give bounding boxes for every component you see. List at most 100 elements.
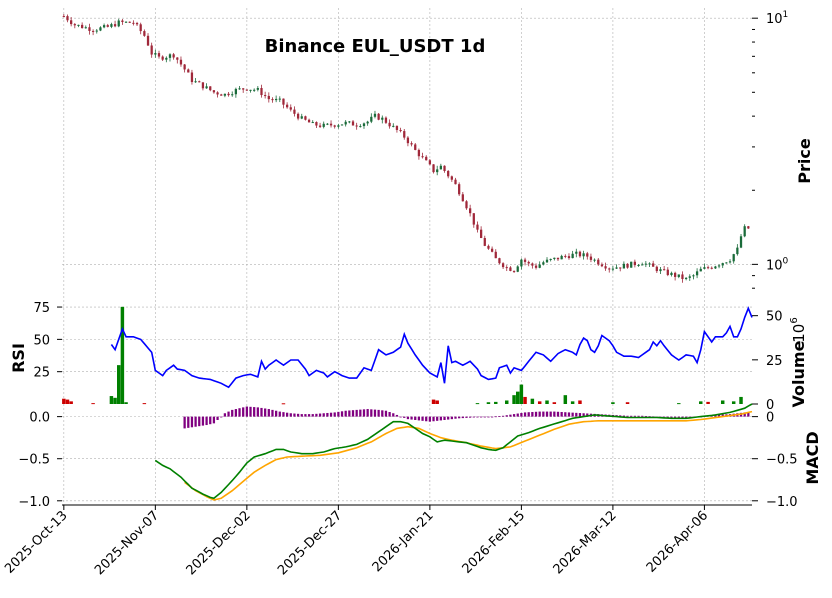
- candle-body: [198, 81, 201, 83]
- macd-histogram-bar: [351, 410, 355, 417]
- candle-body: [66, 16, 69, 21]
- candle-body: [146, 35, 150, 46]
- candle-body: [619, 267, 622, 269]
- candle-body: [501, 263, 505, 268]
- macd-histogram-bar: [538, 411, 541, 417]
- candle-body: [311, 122, 314, 124]
- macd-histogram-bar: [663, 416, 666, 418]
- candle-body: [706, 267, 710, 269]
- candle-body: [604, 266, 607, 269]
- macd-histogram-bar: [238, 408, 241, 417]
- candle-body: [201, 82, 205, 89]
- candle-body: [494, 251, 497, 259]
- candle-body: [337, 125, 340, 127]
- candle-body: [245, 89, 248, 91]
- x-tick-label: 2026-Apr-06: [644, 508, 711, 575]
- macd-histogram-bar: [406, 416, 410, 420]
- macd-histogram-bar: [436, 416, 439, 421]
- candle-body: [644, 263, 647, 265]
- candle-body: [593, 259, 596, 261]
- macd-histogram-bar: [637, 415, 640, 417]
- macd-histogram-bar: [479, 416, 483, 418]
- macd-histogram-bar: [344, 410, 347, 417]
- macd-histogram-bar: [571, 412, 574, 417]
- candle-body: [564, 255, 567, 257]
- macd-histogram-bar: [304, 414, 307, 417]
- macd-histogram-bar: [227, 411, 230, 417]
- volume-bar: [720, 400, 725, 404]
- macd-histogram-bar: [366, 409, 369, 417]
- candle-body: [655, 266, 658, 272]
- candle-body: [165, 57, 168, 60]
- volume-tick-label: 25: [766, 354, 783, 369]
- macd-histogram-bar: [392, 413, 395, 417]
- candle-body: [520, 259, 523, 267]
- candle-body: [205, 86, 208, 89]
- candle-body: [264, 95, 267, 97]
- candle-body: [611, 268, 615, 270]
- candle-body: [190, 72, 194, 83]
- macd-histogram-bar: [498, 416, 501, 417]
- candle-body: [216, 92, 219, 95]
- candle-body: [663, 269, 666, 271]
- candle-body: [417, 149, 421, 157]
- macd-histogram-bar: [403, 416, 406, 418]
- macd-tick-label-right: 0: [766, 411, 774, 426]
- macd-histogram-bar: [494, 416, 497, 418]
- candle-body: [209, 86, 212, 91]
- volume-bar: [117, 365, 121, 404]
- price-axis-label: Price: [795, 138, 814, 184]
- macd-histogram-bar: [194, 416, 197, 427]
- candle-body: [176, 57, 179, 60]
- macd-histogram-bar: [505, 415, 508, 417]
- macd-histogram-bar: [673, 416, 677, 418]
- macd-histogram-bar: [216, 416, 219, 420]
- macd-histogram-bar: [747, 412, 750, 417]
- macd-histogram-bar: [560, 411, 563, 417]
- volume-bar: [120, 306, 125, 404]
- macd-tick-label-right: −0.5: [766, 453, 798, 468]
- macd-histogram-bar: [487, 416, 490, 418]
- candle-body: [439, 165, 442, 170]
- macd-histogram-bar: [688, 416, 691, 418]
- macd-histogram-bar: [205, 416, 208, 426]
- macd-histogram-bar: [469, 416, 472, 418]
- candle-body: [425, 156, 428, 161]
- macd-histogram-bar: [187, 416, 190, 428]
- macd-histogram-bar: [264, 408, 267, 417]
- volume-bar: [731, 401, 736, 404]
- x-tick-label: 2026-Mar-12: [551, 508, 620, 577]
- macd-histogram-bar: [245, 406, 248, 417]
- candle-body: [523, 259, 527, 262]
- macd-histogram-bar: [644, 415, 647, 417]
- candle-body: [293, 109, 296, 114]
- volume-bar: [570, 401, 575, 404]
- candle-body: [659, 269, 662, 272]
- macd-histogram-bar: [249, 406, 252, 417]
- macd-histogram-bar: [190, 416, 194, 428]
- macd-histogram-bar: [220, 416, 223, 418]
- macd-histogram-bar: [684, 416, 688, 418]
- candle-body: [633, 261, 636, 266]
- candle-body: [373, 113, 377, 117]
- candle-body: [377, 113, 380, 120]
- candle-body: [304, 116, 307, 120]
- candle-body: [106, 25, 109, 27]
- macd-histogram-bar: [414, 416, 417, 420]
- candle-body: [454, 179, 457, 185]
- macd-histogram-bar: [549, 411, 552, 417]
- rsi-tick-label: 50: [33, 333, 50, 348]
- candle-body: [351, 121, 355, 126]
- candle-body: [62, 16, 65, 18]
- candle-body: [91, 30, 95, 32]
- candle-body: [410, 143, 413, 145]
- macd-histogram-bar: [641, 415, 644, 417]
- volume-bar: [431, 399, 436, 404]
- macd-histogram-bar: [578, 413, 582, 417]
- volume-bar: [109, 396, 114, 404]
- candle-body: [472, 213, 475, 225]
- candle-body: [227, 93, 230, 96]
- macd-histogram-bar: [531, 411, 534, 417]
- candle-body: [117, 20, 120, 27]
